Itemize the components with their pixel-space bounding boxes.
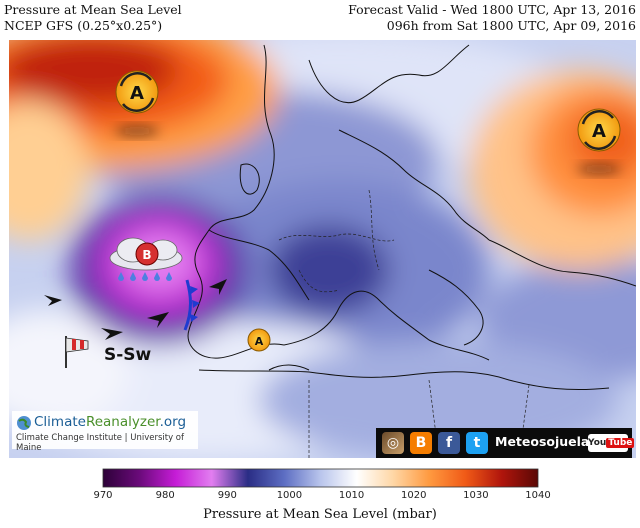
- high-label-west: A: [130, 83, 144, 104]
- legend-tick: 1020: [400, 490, 427, 501]
- instagram-icon[interactable]: ◎: [382, 432, 404, 454]
- cold-front: [183, 279, 200, 331]
- high-pressure-small: A: [247, 328, 271, 352]
- header-left: Pressure at Mean Sea Level NCEP GFS (0.2…: [4, 2, 182, 34]
- youtube-part-a: You: [588, 438, 607, 448]
- high-pressure-west: A: [115, 70, 159, 136]
- map-header: Pressure at Mean Sea Level NCEP GFS (0.2…: [0, 0, 640, 40]
- high-label-east: A: [592, 121, 606, 142]
- wind-arrows: [44, 279, 227, 340]
- high-pressure-east: A: [577, 108, 621, 174]
- legend-tick: 1030: [463, 490, 489, 501]
- low-pressure-storm: B: [109, 237, 183, 281]
- globe-icon: [17, 416, 31, 430]
- legend-tick: 990: [217, 490, 237, 501]
- wind-arrow: [147, 312, 169, 328]
- youtube-part-b: Tube: [606, 438, 635, 448]
- facebook-icon[interactable]: f: [438, 432, 460, 454]
- legend-tick: 980: [155, 490, 175, 501]
- run-time: 096h from Sat 1800 UTC, Apr 09, 2016: [386, 18, 636, 33]
- legend-tick: 1010: [338, 490, 365, 501]
- color-legend: [102, 468, 539, 488]
- wind-arrow: [101, 328, 123, 340]
- youtube-icon[interactable]: You Tube: [588, 434, 635, 452]
- brand-part-a: Climate: [34, 414, 86, 430]
- legend-colorbar: [102, 468, 539, 488]
- brand-name[interactable]: ClimateReanalyzer.org: [34, 414, 186, 430]
- credit-box: ClimateReanalyzer.org Climate Change Ins…: [12, 411, 198, 453]
- legend-tick: 970: [93, 490, 113, 501]
- legend-title: Pressure at Mean Sea Level (mbar): [203, 507, 437, 522]
- credit-institution: Climate Change Institute | University of…: [16, 433, 184, 453]
- high-label-small: A: [255, 335, 264, 348]
- pressure-field: [9, 40, 636, 458]
- map-title: Pressure at Mean Sea Level: [4, 2, 182, 17]
- coastlines: [187, 44, 636, 391]
- header-right: Forecast Valid - Wed 1800 UTC, Apr 13, 2…: [348, 2, 636, 34]
- model-name: NCEP GFS (0.25°x0.25°): [4, 18, 163, 33]
- brand-part-c: .org: [159, 414, 187, 430]
- wind-arrow: [44, 295, 62, 306]
- social-bar: ◎ B f t Meteosojuela You Tube: [376, 428, 635, 458]
- legend-ticks: 970 980 990 1000 1010 1020 1030 1040: [0, 490, 640, 504]
- low-label: B: [142, 248, 151, 262]
- pressure-map: A A A B: [9, 40, 636, 458]
- windsock-icon: [65, 336, 89, 368]
- wind-arrow: [209, 279, 227, 295]
- valid-time: Forecast Valid - Wed 1800 UTC, Apr 13, 2…: [348, 2, 636, 17]
- legend-tick: 1040: [525, 490, 551, 501]
- wind-direction-label: S-Sw: [104, 345, 152, 365]
- brand-part-b: Reanalyzer: [85, 414, 160, 430]
- legend-tick: 1000: [276, 490, 303, 501]
- map-canvas: A A A B: [9, 40, 636, 458]
- blogger-icon[interactable]: B: [410, 432, 432, 454]
- twitter-icon[interactable]: t: [466, 432, 488, 454]
- social-name: Meteosojuela: [495, 434, 590, 449]
